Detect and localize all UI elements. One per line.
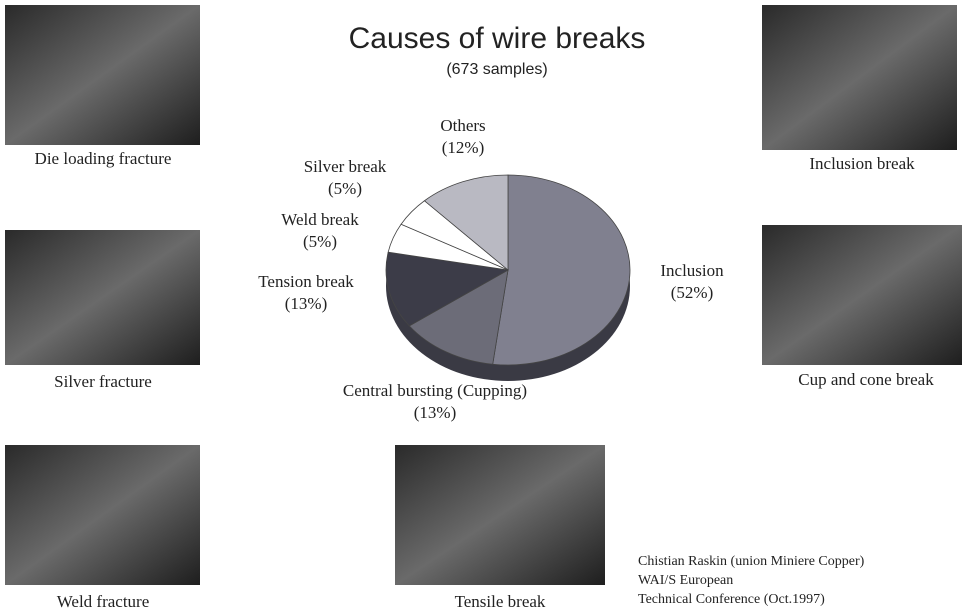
pie-slice <box>385 251 510 327</box>
slice-label: Central bursting (Cupping) <box>343 381 527 400</box>
photo <box>762 5 957 150</box>
slice-value-label: (5%) <box>303 232 337 251</box>
credit: Technical Conference (Oct.1997) <box>638 592 825 607</box>
slice-value-label: (13%) <box>414 403 456 422</box>
slice-label: Inclusion <box>660 261 724 280</box>
credit: WAI/S European <box>638 573 733 588</box>
slice-value-label: (52%) <box>671 283 713 302</box>
photo <box>395 445 605 585</box>
photo <box>762 225 962 365</box>
chart-title: Causes of wire breaks <box>349 22 646 55</box>
slice-label: Tension break <box>258 272 354 291</box>
photo <box>5 445 200 585</box>
slice-label: Weld break <box>281 210 359 229</box>
photo-caption: Silver fracture <box>54 372 152 391</box>
chart-subtitle: (673 samples) <box>446 61 547 78</box>
pie-slice <box>492 174 631 366</box>
pie-slice <box>423 174 509 271</box>
slice-value-label: (12%) <box>442 138 484 157</box>
photo-caption: Inclusion break <box>809 154 915 173</box>
slice-value-label: (5%) <box>328 179 362 198</box>
photo-caption: Die loading fracture <box>35 149 172 168</box>
photo-caption: Tensile break <box>455 592 546 611</box>
photo-caption: Cup and cone break <box>798 370 934 389</box>
slice-label: Others <box>440 116 485 135</box>
slice-value-label: (13%) <box>285 294 327 313</box>
photo <box>5 230 200 365</box>
credit: Chistian Raskin (union Miniere Copper) <box>638 554 865 569</box>
photo-caption: Weld fracture <box>57 592 150 611</box>
photo <box>5 5 200 145</box>
pie-slice <box>408 269 509 365</box>
slice-label: Silver break <box>304 157 387 176</box>
